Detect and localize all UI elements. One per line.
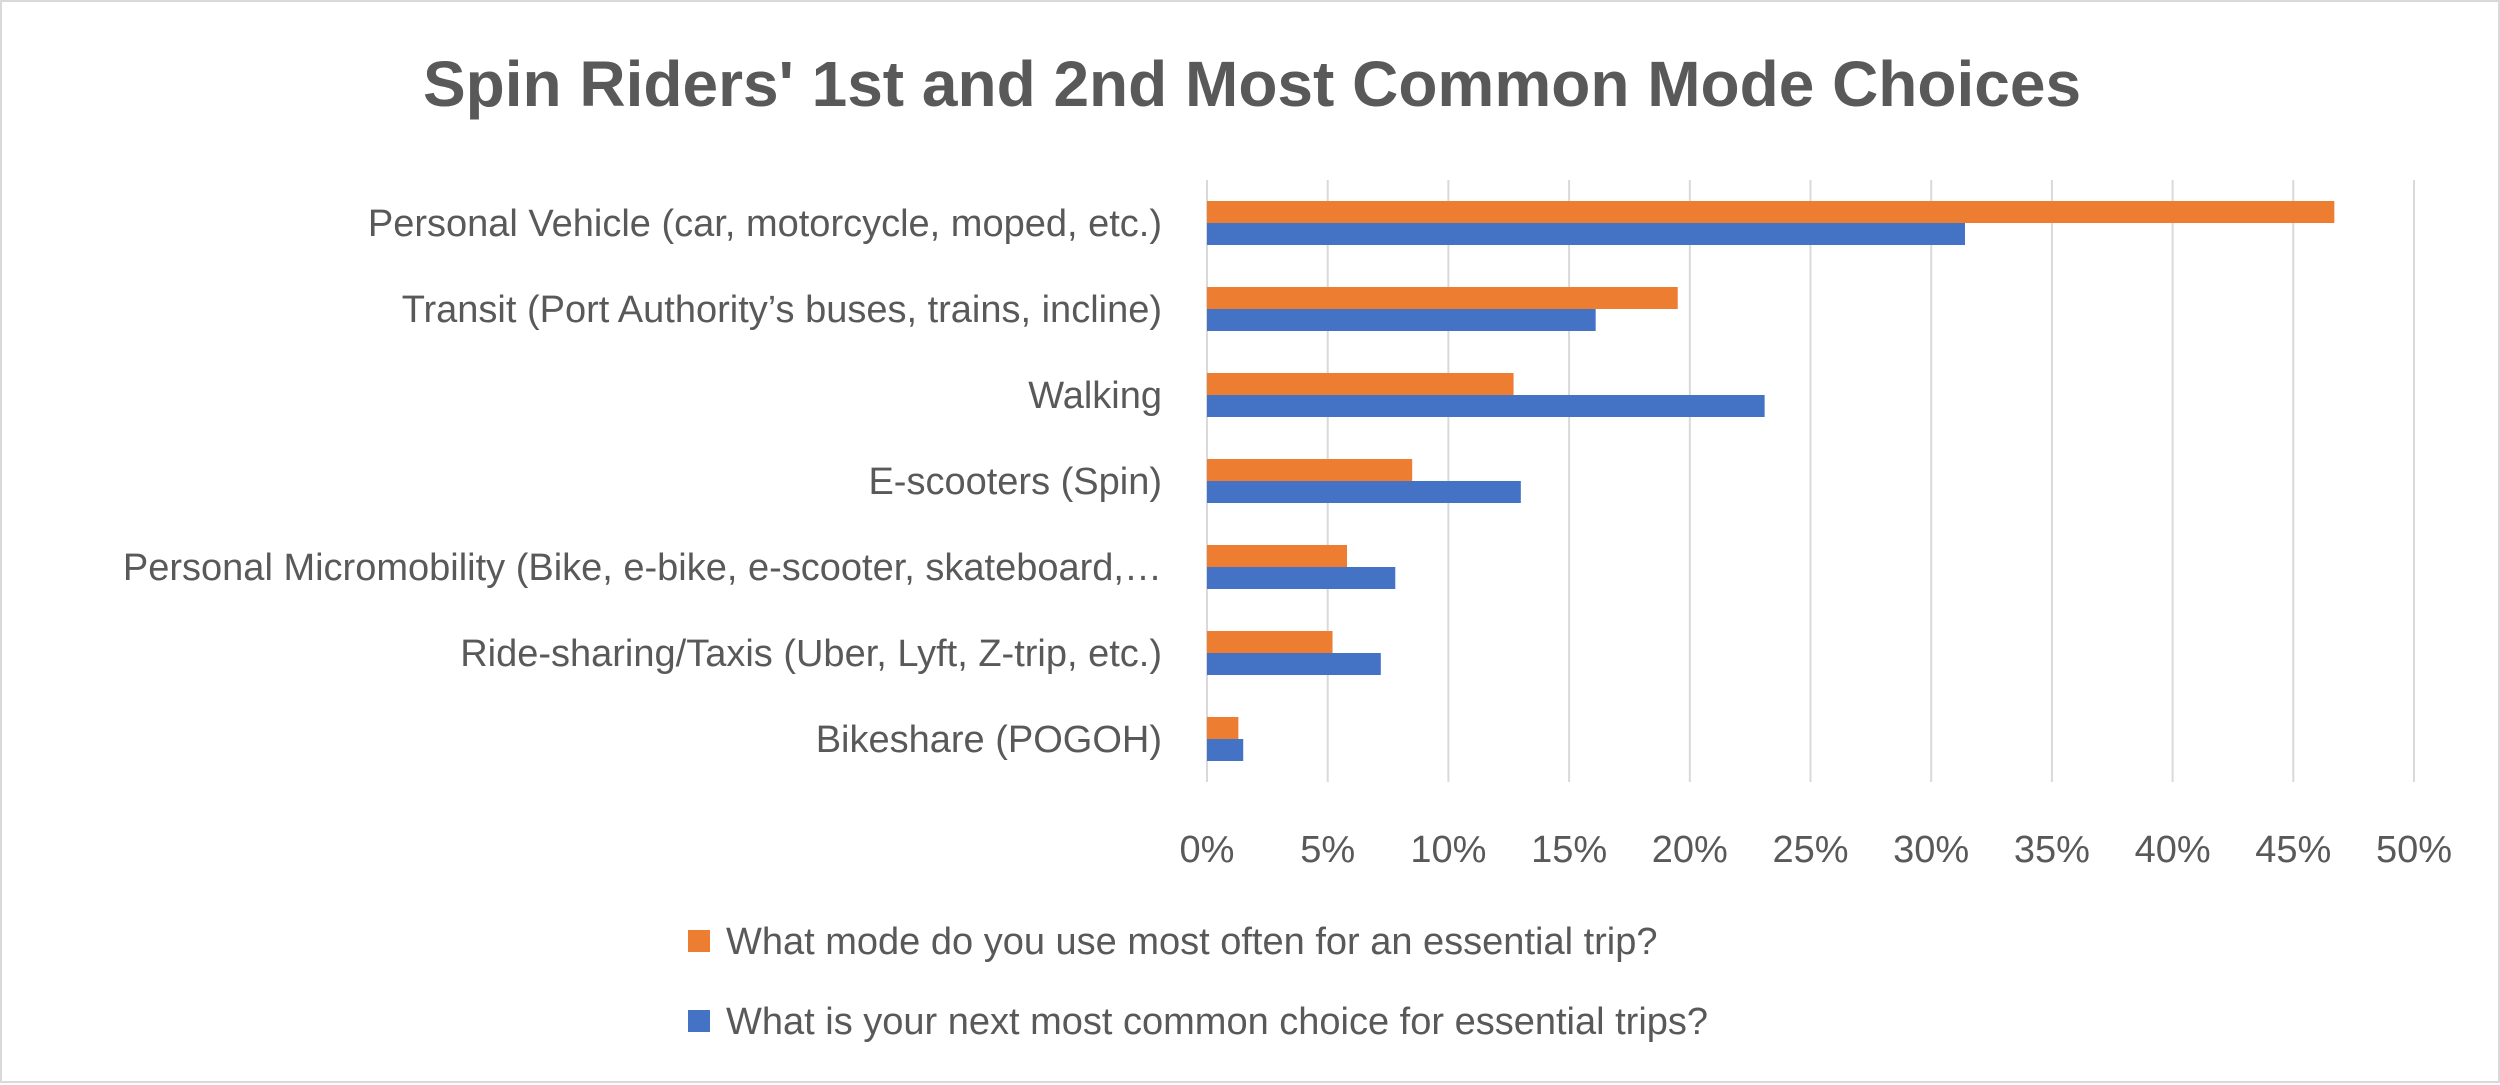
- bar-series1-1: [1207, 287, 1678, 309]
- category-label-5: Ride-sharing/Taxis (Uber, Lyft, Z-trip, …: [460, 633, 1162, 675]
- legend: What mode do you use most often for an e…: [688, 921, 1708, 1043]
- x-tick-label-5: 5%: [1300, 829, 1355, 871]
- bar-series1-2: [1207, 373, 1514, 395]
- category-label-4: Personal Micromobility (Bike, e-bike, e-…: [123, 547, 1162, 589]
- category-label-0: Personal Vehicle (car, motorcycle, moped…: [368, 203, 1162, 245]
- x-tick-label-45: 45%: [2255, 829, 2331, 871]
- bar-series1-4: [1207, 545, 1348, 567]
- bar-series2-1: [1207, 309, 1596, 331]
- bar-series2-0: [1207, 223, 1965, 245]
- bar-series2-2: [1207, 395, 1765, 417]
- chart-title: Spin Riders' 1st and 2nd Most Common Mod…: [423, 48, 2081, 120]
- category-label-1: Transit (Port Authority’s buses, trains,…: [402, 289, 1162, 331]
- legend-swatch-2: [688, 1010, 710, 1032]
- x-tick-label-35: 35%: [2014, 829, 2090, 871]
- category-label-6: Bikeshare (POGOH): [816, 719, 1162, 761]
- category-labels: Personal Vehicle (car, motorcycle, moped…: [123, 203, 1162, 761]
- bar-series1-0: [1207, 201, 2335, 223]
- category-label-2: Walking: [1028, 375, 1162, 417]
- bar-series2-5: [1207, 653, 1381, 675]
- x-tick-label-10: 10%: [1410, 829, 1486, 871]
- x-tick-label-50: 50%: [2376, 829, 2452, 871]
- bar-series2-3: [1207, 481, 1521, 503]
- legend-swatch-1: [688, 930, 710, 952]
- x-tick-label-15: 15%: [1531, 829, 1607, 871]
- x-axis-tick-labels: 0% 5% 10% 15% 20% 25% 30% 35% 40% 45% 50%: [1180, 829, 2452, 871]
- bar-series2-4: [1207, 567, 1396, 589]
- bar-series1-6: [1207, 717, 1239, 739]
- legend-label-2: What is your next most common choice for…: [726, 1001, 1708, 1043]
- bar-series1-5: [1207, 631, 1333, 653]
- gridlines: [1206, 180, 2415, 782]
- legend-label-1: What mode do you use most often for an e…: [726, 921, 1658, 963]
- x-tick-label-30: 30%: [1893, 829, 1969, 871]
- x-tick-label-25: 25%: [1772, 829, 1848, 871]
- x-tick-label-0: 0%: [1180, 829, 1235, 871]
- x-tick-label-40: 40%: [2135, 829, 2211, 871]
- bar-series1-3: [1207, 459, 1413, 481]
- bar-series2-6: [1207, 739, 1244, 761]
- bars: [1207, 201, 2335, 761]
- x-tick-label-20: 20%: [1652, 829, 1728, 871]
- category-label-3: E-scooters (Spin): [868, 461, 1162, 503]
